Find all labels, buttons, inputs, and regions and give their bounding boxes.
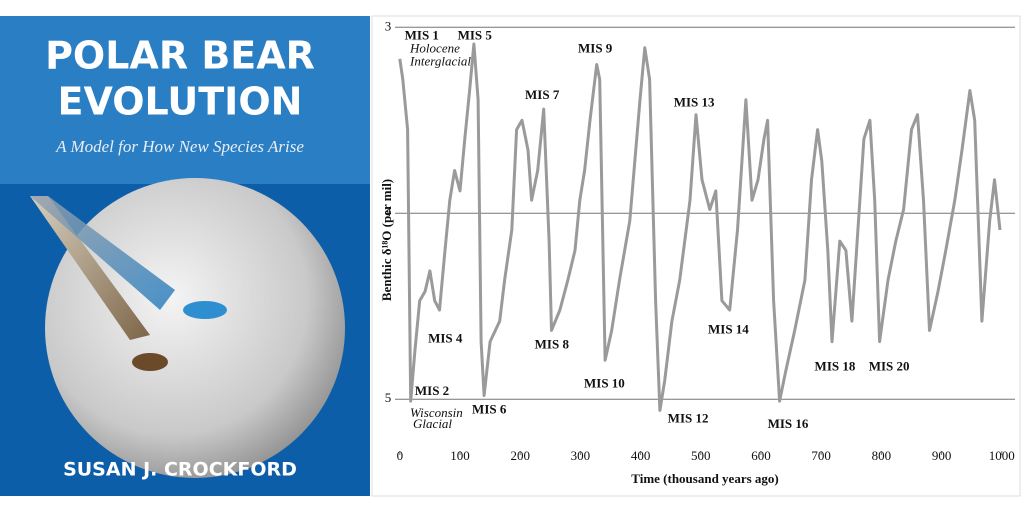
x-tick-label: 500 — [691, 448, 711, 463]
annotation: Wisconsin — [410, 405, 463, 420]
x-tick-label: 900 — [932, 448, 952, 463]
cover-author: SUSAN J. CROCKFORD — [63, 459, 297, 481]
annotation: MIS 16 — [768, 416, 809, 431]
x-tick-label: 400 — [631, 448, 651, 463]
globe — [45, 178, 345, 478]
polar-bear — [183, 301, 227, 319]
data-line — [398, 42, 1002, 412]
cover-subtitle: A Model for How New Species Arise — [55, 137, 304, 156]
x-tick-label: 800 — [872, 448, 892, 463]
annotation: MIS 7 — [525, 87, 560, 102]
x-tick-label: 200 — [510, 448, 530, 463]
x-axis-label: Time (thousand years ago) — [631, 471, 778, 486]
y-tick-label: 3 — [385, 18, 392, 33]
x-tick-label: 600 — [751, 448, 771, 463]
annotation: MIS 9 — [578, 41, 613, 56]
cover-title: POLAR BEAR — [45, 34, 315, 78]
y-axis-label: Benthic δ¹⁸O (per mil) — [379, 179, 394, 301]
cover-top — [0, 16, 370, 184]
strip — [30, 196, 175, 310]
x-tick-label: 1000 — [989, 448, 1015, 463]
annotation: MIS 6 — [472, 401, 507, 416]
y-tick-label: 4 — [385, 204, 392, 219]
brown-bear — [132, 353, 168, 371]
annotation: MIS 14 — [708, 321, 749, 336]
chart: 3 4 5 0 100 200 300 400 500 600 700 800 900 1000 Time … — [371, 15, 1021, 497]
annotation: MIS 2 — [415, 383, 449, 398]
book-cover: POLAR BEAR EVOLUTION A Model for How New… — [0, 16, 370, 496]
annotation: MIS 5 — [458, 28, 493, 43]
annotation: MIS 18 — [815, 359, 856, 374]
strip — [30, 196, 150, 340]
y-tick-label: 5 — [385, 390, 392, 405]
x-tick-label: 300 — [571, 448, 591, 463]
annotation: Glacial — [413, 416, 452, 431]
annotation: MIS 8 — [535, 336, 570, 351]
annotation: MIS 20 — [869, 359, 910, 374]
x-tick-label: 100 — [450, 448, 470, 463]
annotation: MIS 4 — [428, 331, 463, 346]
annotation: Holocene — [409, 41, 460, 56]
annotation: MIS 1 — [405, 28, 439, 43]
annotation: Interglacial — [409, 54, 471, 69]
x-tick-label: 700 — [811, 448, 831, 463]
annotation: MIS 13 — [674, 95, 715, 110]
x-tick-label: 0 — [397, 448, 404, 463]
cover-title: EVOLUTION — [58, 80, 303, 124]
annotation: MIS 10 — [584, 375, 625, 390]
annotation: MIS 12 — [668, 411, 709, 426]
